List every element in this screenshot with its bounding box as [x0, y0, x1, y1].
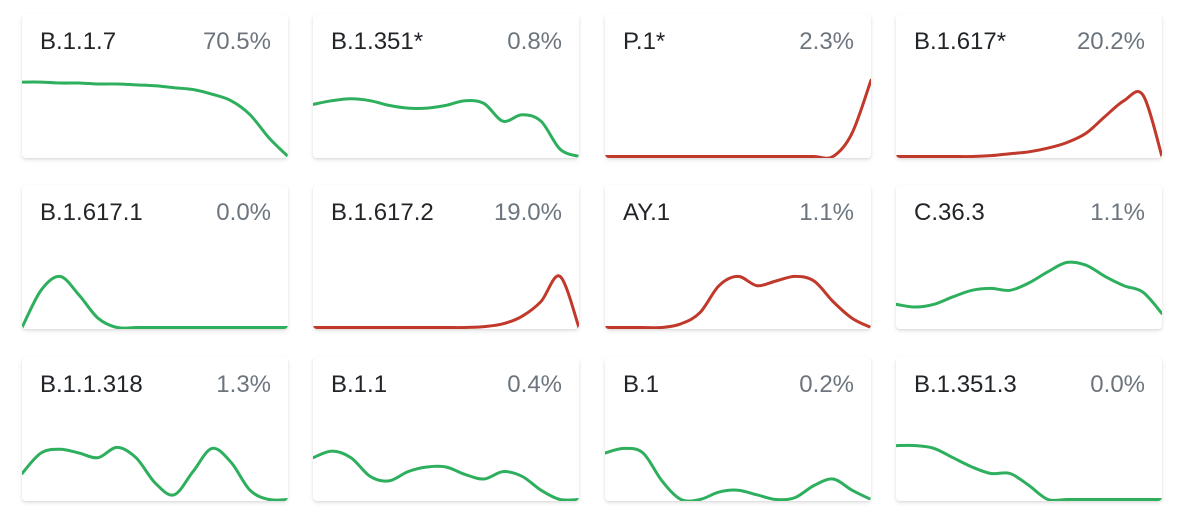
sparkline-path [896, 443, 1162, 501]
variant-name: P.1* [623, 28, 666, 55]
variant-card-b16172[interactable]: B.1.617.2 19.0% [313, 185, 579, 329]
variant-share: 1.1% [799, 199, 854, 226]
trend-sparkline [313, 274, 579, 329]
variant-name: B.1.1.318 [40, 371, 143, 398]
sparkline-path [313, 449, 579, 501]
variant-card-b11[interactable]: B.1.1 0.4% [313, 357, 579, 501]
variant-name: C.36.3 [914, 199, 985, 226]
variant-name: B.1.617.2 [331, 199, 434, 226]
variant-name: B.1 [623, 371, 660, 398]
trend-sparkline [22, 80, 288, 158]
variant-name: B.1.351.3 [914, 371, 1017, 398]
trend-sparkline [896, 260, 1162, 315]
variant-card-b117[interactable]: B.1.1.7 70.5% [22, 14, 288, 158]
variant-card-b1617[interactable]: B.1.617* 20.2% [896, 14, 1162, 158]
variant-share: 0.4% [507, 371, 562, 398]
sparkline-path [313, 274, 579, 329]
variant-name: B.1.351* [331, 28, 424, 55]
variant-card-ay1[interactable]: AY.1 1.1% [605, 185, 871, 329]
variant-card-b1[interactable]: B.1 0.2% [605, 357, 871, 501]
variant-share: 0.0% [1090, 371, 1145, 398]
trend-sparkline [605, 78, 871, 158]
variant-name: B.1.617* [914, 28, 1007, 55]
sparkline-path [313, 97, 579, 158]
trend-sparkline [22, 274, 288, 329]
variant-card-b16171[interactable]: B.1.617.1 0.0% [22, 185, 288, 329]
variant-name: B.1.1.7 [40, 28, 117, 55]
sparkline-path [605, 78, 871, 158]
variant-name: B.1.1 [331, 371, 388, 398]
sparkline-path [22, 445, 288, 501]
trend-sparkline [22, 445, 288, 501]
variant-card-p1[interactable]: P.1* 2.3% [605, 14, 871, 158]
variant-share: 70.5% [202, 28, 271, 55]
sparkline-path [605, 274, 871, 329]
variant-share: 2.3% [799, 28, 854, 55]
variant-name: B.1.617.1 [40, 199, 143, 226]
trend-sparkline [896, 443, 1162, 501]
sparkline-path [605, 446, 871, 501]
variant-share: 0.8% [507, 28, 562, 55]
trend-sparkline [313, 449, 579, 501]
sparkline-path [22, 80, 288, 158]
variant-share: 19.0% [493, 199, 562, 226]
variant-share: 20.2% [1076, 28, 1145, 55]
variant-card-b11318[interactable]: B.1.1.318 1.3% [22, 357, 288, 501]
trend-sparkline [313, 97, 579, 158]
sparkline-path [22, 274, 288, 329]
sparkline-path [896, 90, 1162, 158]
sparkline-path [896, 260, 1162, 315]
variant-share: 1.1% [1090, 199, 1145, 226]
variant-card-b13513[interactable]: B.1.351.3 0.0% [896, 357, 1162, 501]
variant-share: 0.0% [216, 199, 271, 226]
variant-card-b1351[interactable]: B.1.351* 0.8% [313, 14, 579, 158]
variant-name: AY.1 [623, 199, 671, 226]
variant-share: 0.2% [799, 371, 854, 398]
variant-card-c363[interactable]: C.36.3 1.1% [896, 185, 1162, 329]
variant-share: 1.3% [216, 371, 271, 398]
trend-sparkline [896, 90, 1162, 158]
trend-sparkline [605, 446, 871, 501]
trend-sparkline [605, 274, 871, 329]
